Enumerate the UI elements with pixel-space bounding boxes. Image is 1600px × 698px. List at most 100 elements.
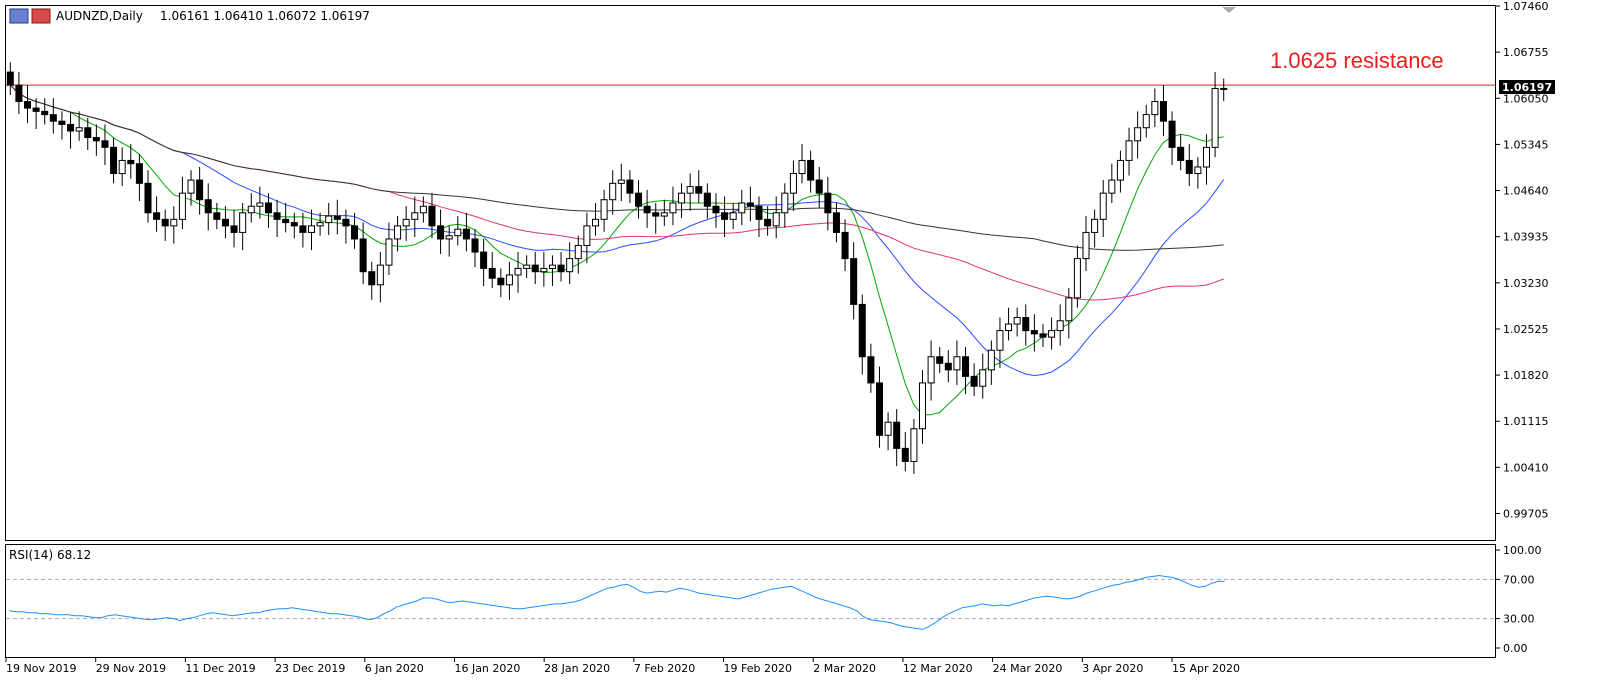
price-tick-label: 1.07460 bbox=[1503, 0, 1549, 13]
date-tick-label: 23 Dec 2019 bbox=[275, 662, 345, 675]
candle-body bbox=[32, 107, 40, 112]
candle-body bbox=[893, 421, 901, 449]
candle-body bbox=[58, 120, 66, 125]
candle-body bbox=[746, 202, 754, 207]
date-tick-label: 15 Apr 2020 bbox=[1172, 662, 1240, 675]
price-tick-label: 1.04640 bbox=[1503, 185, 1549, 198]
candle-body bbox=[153, 212, 161, 220]
ma-mid-line bbox=[9, 84, 1225, 377]
candle-body bbox=[101, 140, 109, 148]
candle-body bbox=[333, 215, 341, 220]
candle-body bbox=[781, 192, 789, 214]
candle-body bbox=[1056, 320, 1064, 332]
candle-body bbox=[652, 212, 660, 217]
candle-body bbox=[626, 179, 634, 194]
candle-body bbox=[979, 369, 987, 387]
candle-body bbox=[239, 212, 247, 233]
candle-body bbox=[127, 159, 135, 165]
candle-body bbox=[1073, 258, 1081, 299]
candle-body bbox=[437, 225, 445, 240]
candle-body bbox=[49, 114, 57, 122]
candle-body bbox=[1211, 87, 1219, 148]
current-price-label: 1.06197 bbox=[1502, 81, 1552, 94]
candle-body bbox=[178, 192, 186, 220]
candle-body bbox=[850, 258, 858, 305]
candle-body bbox=[307, 225, 316, 233]
candle-body bbox=[875, 382, 883, 436]
candle-body bbox=[170, 218, 178, 227]
candle-body bbox=[617, 179, 625, 184]
candle-body bbox=[712, 205, 720, 214]
candle-body bbox=[962, 356, 970, 377]
rsi-tick-label: 70.00 bbox=[1503, 573, 1535, 586]
candle-body bbox=[24, 101, 32, 109]
candle-body bbox=[144, 182, 152, 214]
date-tick-label: 28 Jan 2020 bbox=[544, 662, 610, 675]
candle-body bbox=[247, 205, 255, 214]
rsi-tick-label: 0.00 bbox=[1503, 642, 1528, 655]
candle-body bbox=[342, 218, 350, 227]
candle-body bbox=[764, 218, 772, 227]
date-tick-label: 11 Dec 2019 bbox=[185, 662, 255, 675]
candle-body bbox=[273, 212, 281, 220]
chart-shift-marker-icon[interactable] bbox=[1222, 7, 1236, 13]
candle-body bbox=[548, 264, 556, 269]
candle-body bbox=[402, 218, 410, 227]
candle-body bbox=[187, 179, 195, 194]
ohlc-values: 1.06161 1.06410 1.06072 1.06197 bbox=[160, 9, 370, 23]
candle-body bbox=[316, 222, 324, 227]
candle-body bbox=[376, 264, 384, 286]
candle-body bbox=[884, 421, 892, 436]
price-tick-label: 1.03230 bbox=[1503, 277, 1549, 290]
candle-body bbox=[1177, 146, 1185, 161]
symbol-icon-red[interactable] bbox=[31, 8, 51, 24]
candle-body bbox=[789, 173, 797, 194]
moving-averages bbox=[9, 84, 1225, 416]
candle-body bbox=[394, 225, 402, 240]
candle-body bbox=[351, 225, 359, 240]
candle-body bbox=[256, 202, 264, 207]
candle-body bbox=[454, 228, 462, 237]
candle-body bbox=[1125, 140, 1133, 161]
candle-body bbox=[118, 159, 126, 175]
candle-body bbox=[514, 267, 522, 276]
candle-body bbox=[282, 218, 290, 224]
candle-body bbox=[497, 277, 505, 286]
candlesticks bbox=[6, 62, 1228, 474]
candle-body bbox=[75, 127, 83, 132]
candle-body bbox=[264, 202, 272, 214]
candle-body bbox=[1185, 159, 1193, 175]
candle-body bbox=[729, 212, 737, 220]
candle-body bbox=[901, 447, 909, 462]
rsi-line bbox=[9, 574, 1225, 630]
candle-body bbox=[1142, 114, 1150, 129]
date-tick-label: 3 Apr 2020 bbox=[1082, 662, 1143, 675]
candle-body bbox=[927, 356, 935, 384]
candle-body bbox=[1168, 120, 1176, 148]
rsi-pane-frame bbox=[5, 544, 1496, 658]
price-tick-label: 1.05345 bbox=[1503, 138, 1549, 151]
candle-body bbox=[135, 163, 143, 184]
price-tick-label: 1.02525 bbox=[1503, 323, 1549, 336]
date-tick-label: 19 Nov 2019 bbox=[6, 662, 76, 675]
candle-body bbox=[1134, 127, 1142, 142]
price-axis: 1.07460 1.06755 1.06050 1.05345 1.04640 1.039… bbox=[1495, 0, 1549, 520]
candle-body bbox=[996, 330, 1004, 351]
candle-body bbox=[385, 238, 393, 266]
symbol-icon-blue[interactable] bbox=[9, 8, 29, 24]
candle-body bbox=[6, 71, 14, 86]
candle-body bbox=[824, 192, 832, 214]
candle-body bbox=[678, 192, 686, 204]
candle-body bbox=[67, 123, 75, 132]
candle-body bbox=[1039, 333, 1047, 338]
resistance-annotation: 1.0625 resistance bbox=[1270, 48, 1444, 73]
candle-body bbox=[1116, 159, 1124, 181]
candle-body bbox=[721, 212, 729, 220]
candle-body bbox=[1194, 166, 1202, 175]
current-price-label-box bbox=[1499, 80, 1555, 94]
candle-body bbox=[815, 179, 823, 194]
candle-body bbox=[523, 264, 531, 269]
candle-body bbox=[505, 274, 513, 286]
rsi-tick-label: 100.00 bbox=[1503, 544, 1542, 557]
